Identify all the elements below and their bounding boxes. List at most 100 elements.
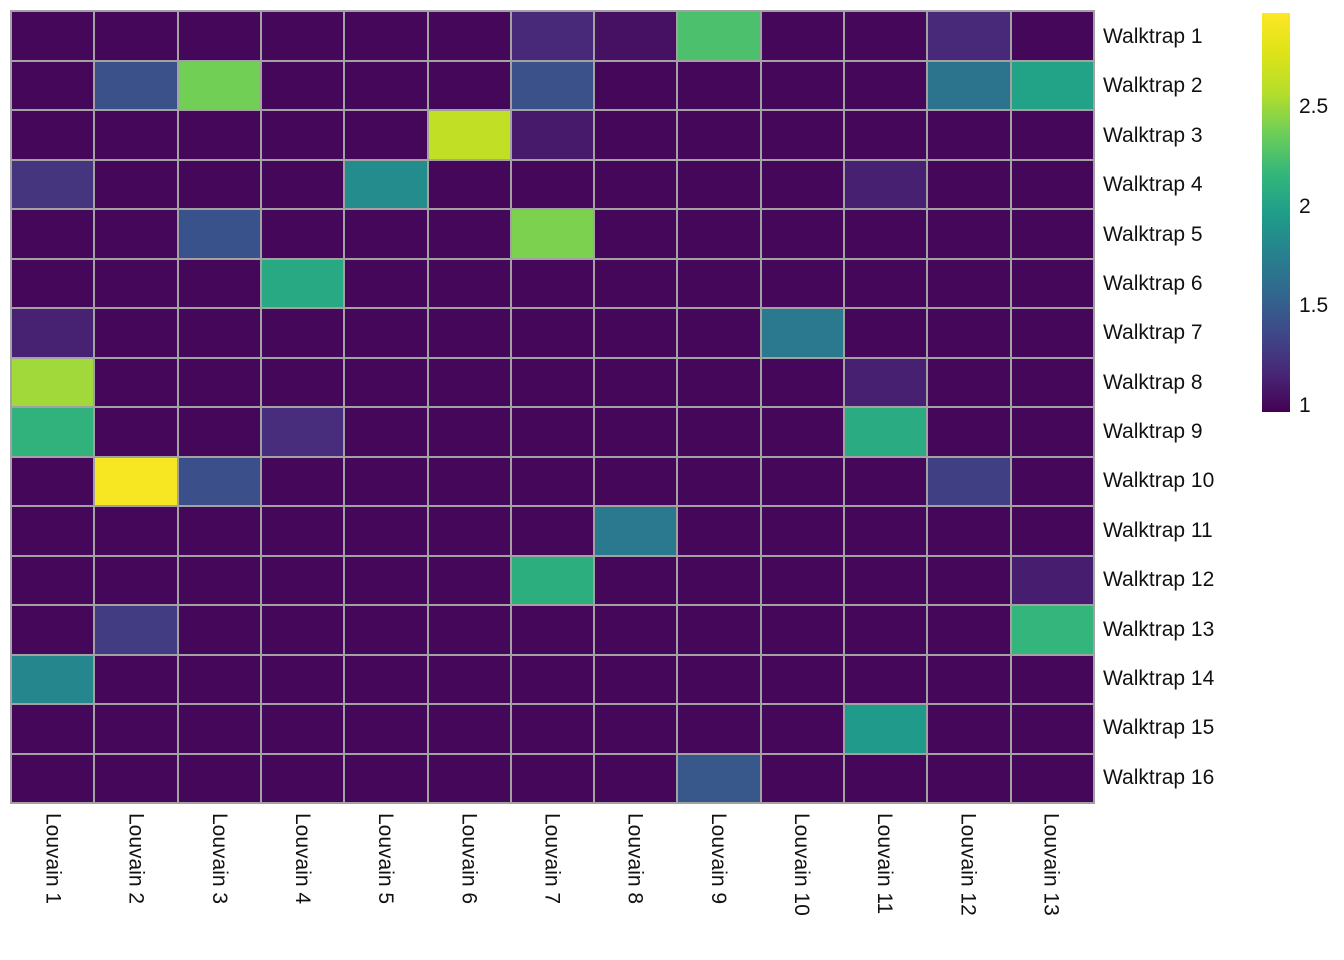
heatmap-cell — [845, 655, 927, 703]
heatmap-cell — [928, 259, 1010, 307]
heatmap-cell — [511, 61, 594, 109]
heatmap-cell — [1011, 111, 1093, 159]
heatmap-cell — [511, 210, 594, 258]
heatmap-cell — [345, 606, 427, 654]
heatmap-cell — [595, 408, 677, 456]
col-axis-label: Louvain 10 — [789, 813, 813, 916]
heatmap-cell — [178, 61, 260, 109]
col-axis-label: Louvain 2 — [124, 813, 148, 905]
heatmap-cell — [12, 309, 94, 357]
heatmap-cell — [95, 111, 177, 159]
heatmap-cell — [761, 12, 844, 60]
heatmap-cell — [845, 754, 927, 802]
heatmap-cell — [845, 210, 927, 258]
heatmap-cell — [761, 61, 844, 109]
heatmap-cell — [178, 210, 260, 258]
heatmap-cell — [178, 12, 260, 60]
heatmap-cell — [511, 160, 594, 208]
heatmap-cell — [12, 111, 94, 159]
heatmap-cell — [345, 259, 427, 307]
heatmap-cell — [928, 358, 1010, 406]
col-axis-label: Louvain 12 — [956, 813, 980, 916]
col-axis-label: Louvain 3 — [207, 813, 231, 905]
heatmap-cell — [345, 408, 427, 456]
heatmap-cell — [928, 556, 1010, 604]
heatmap-cell — [845, 111, 927, 159]
heatmap-cell — [595, 111, 677, 159]
heatmap-cell — [178, 457, 260, 505]
heatmap-cell — [928, 61, 1010, 109]
heatmap-cell — [261, 754, 344, 802]
row-axis-label: Walktrap 4 — [1103, 173, 1203, 197]
heatmap-cell — [428, 507, 510, 555]
heatmap-cell — [261, 705, 344, 753]
colorbar-tick-label: 1 — [1299, 394, 1311, 417]
heatmap-cell — [345, 210, 427, 258]
heatmap-cell — [1011, 61, 1093, 109]
heatmap-cell — [12, 655, 94, 703]
heatmap-cell — [261, 358, 344, 406]
heatmap-cell — [12, 606, 94, 654]
heatmap-cell — [595, 309, 677, 357]
colorbar-tick-label: 1.5 — [1299, 294, 1329, 318]
heatmap-cell — [12, 210, 94, 258]
heatmap-cell — [95, 61, 177, 109]
heatmap-cell — [928, 309, 1010, 357]
heatmap-cell — [511, 309, 594, 357]
heatmap-cell — [261, 457, 344, 505]
heatmap-cell — [678, 754, 760, 802]
row-axis-label: Walktrap 6 — [1103, 271, 1203, 295]
heatmap-cell — [345, 507, 427, 555]
heatmap-cell — [678, 556, 760, 604]
heatmap-cell — [261, 655, 344, 703]
heatmap-cell — [95, 507, 177, 555]
heatmap-cell — [345, 358, 427, 406]
heatmap-cell — [261, 160, 344, 208]
heatmap-cell — [928, 705, 1010, 753]
row-axis-label: Walktrap 8 — [1103, 370, 1203, 394]
heatmap-cell — [845, 61, 927, 109]
heatmap-cell — [595, 259, 677, 307]
heatmap-cell — [1011, 606, 1093, 654]
heatmap-cell — [678, 12, 760, 60]
heatmap-cell — [178, 754, 260, 802]
heatmap-cell — [261, 111, 344, 159]
heatmap-cell — [95, 705, 177, 753]
heatmap-cell — [95, 358, 177, 406]
heatmap-cell — [428, 61, 510, 109]
heatmap-cell — [761, 408, 844, 456]
heatmap-cell — [428, 655, 510, 703]
heatmap-cell — [345, 160, 427, 208]
heatmap-cell — [511, 754, 594, 802]
heatmap-cell — [761, 606, 844, 654]
heatmap-cell — [845, 507, 927, 555]
heatmap-cell — [428, 705, 510, 753]
heatmap-cell — [595, 655, 677, 703]
heatmap-cell — [845, 457, 927, 505]
heatmap-cell — [678, 210, 760, 258]
heatmap-cell — [511, 705, 594, 753]
heatmap-cell — [761, 754, 844, 802]
heatmap-cell — [12, 358, 94, 406]
heatmap-cell — [261, 210, 344, 258]
heatmap-cell — [928, 507, 1010, 555]
heatmap-cell — [95, 12, 177, 60]
heatmap-cell — [1011, 12, 1093, 60]
heatmap-cell — [761, 457, 844, 505]
row-axis-label: Walktrap 14 — [1103, 666, 1215, 690]
heatmap-cell — [511, 12, 594, 60]
heatmap-cell — [345, 111, 427, 159]
heatmap-cell — [428, 309, 510, 357]
heatmap-cell — [678, 259, 760, 307]
heatmap-cell — [761, 210, 844, 258]
heatmap-cell — [595, 507, 677, 555]
heatmap-cell — [178, 408, 260, 456]
row-axis-label: Walktrap 7 — [1103, 321, 1203, 345]
heatmap-cell — [761, 259, 844, 307]
heatmap-cell — [261, 259, 344, 307]
row-axis-label: Walktrap 13 — [1103, 617, 1215, 641]
heatmap-cell — [345, 457, 427, 505]
heatmap-cell — [511, 556, 594, 604]
heatmap-cell — [261, 12, 344, 60]
heatmap-cell — [928, 655, 1010, 703]
